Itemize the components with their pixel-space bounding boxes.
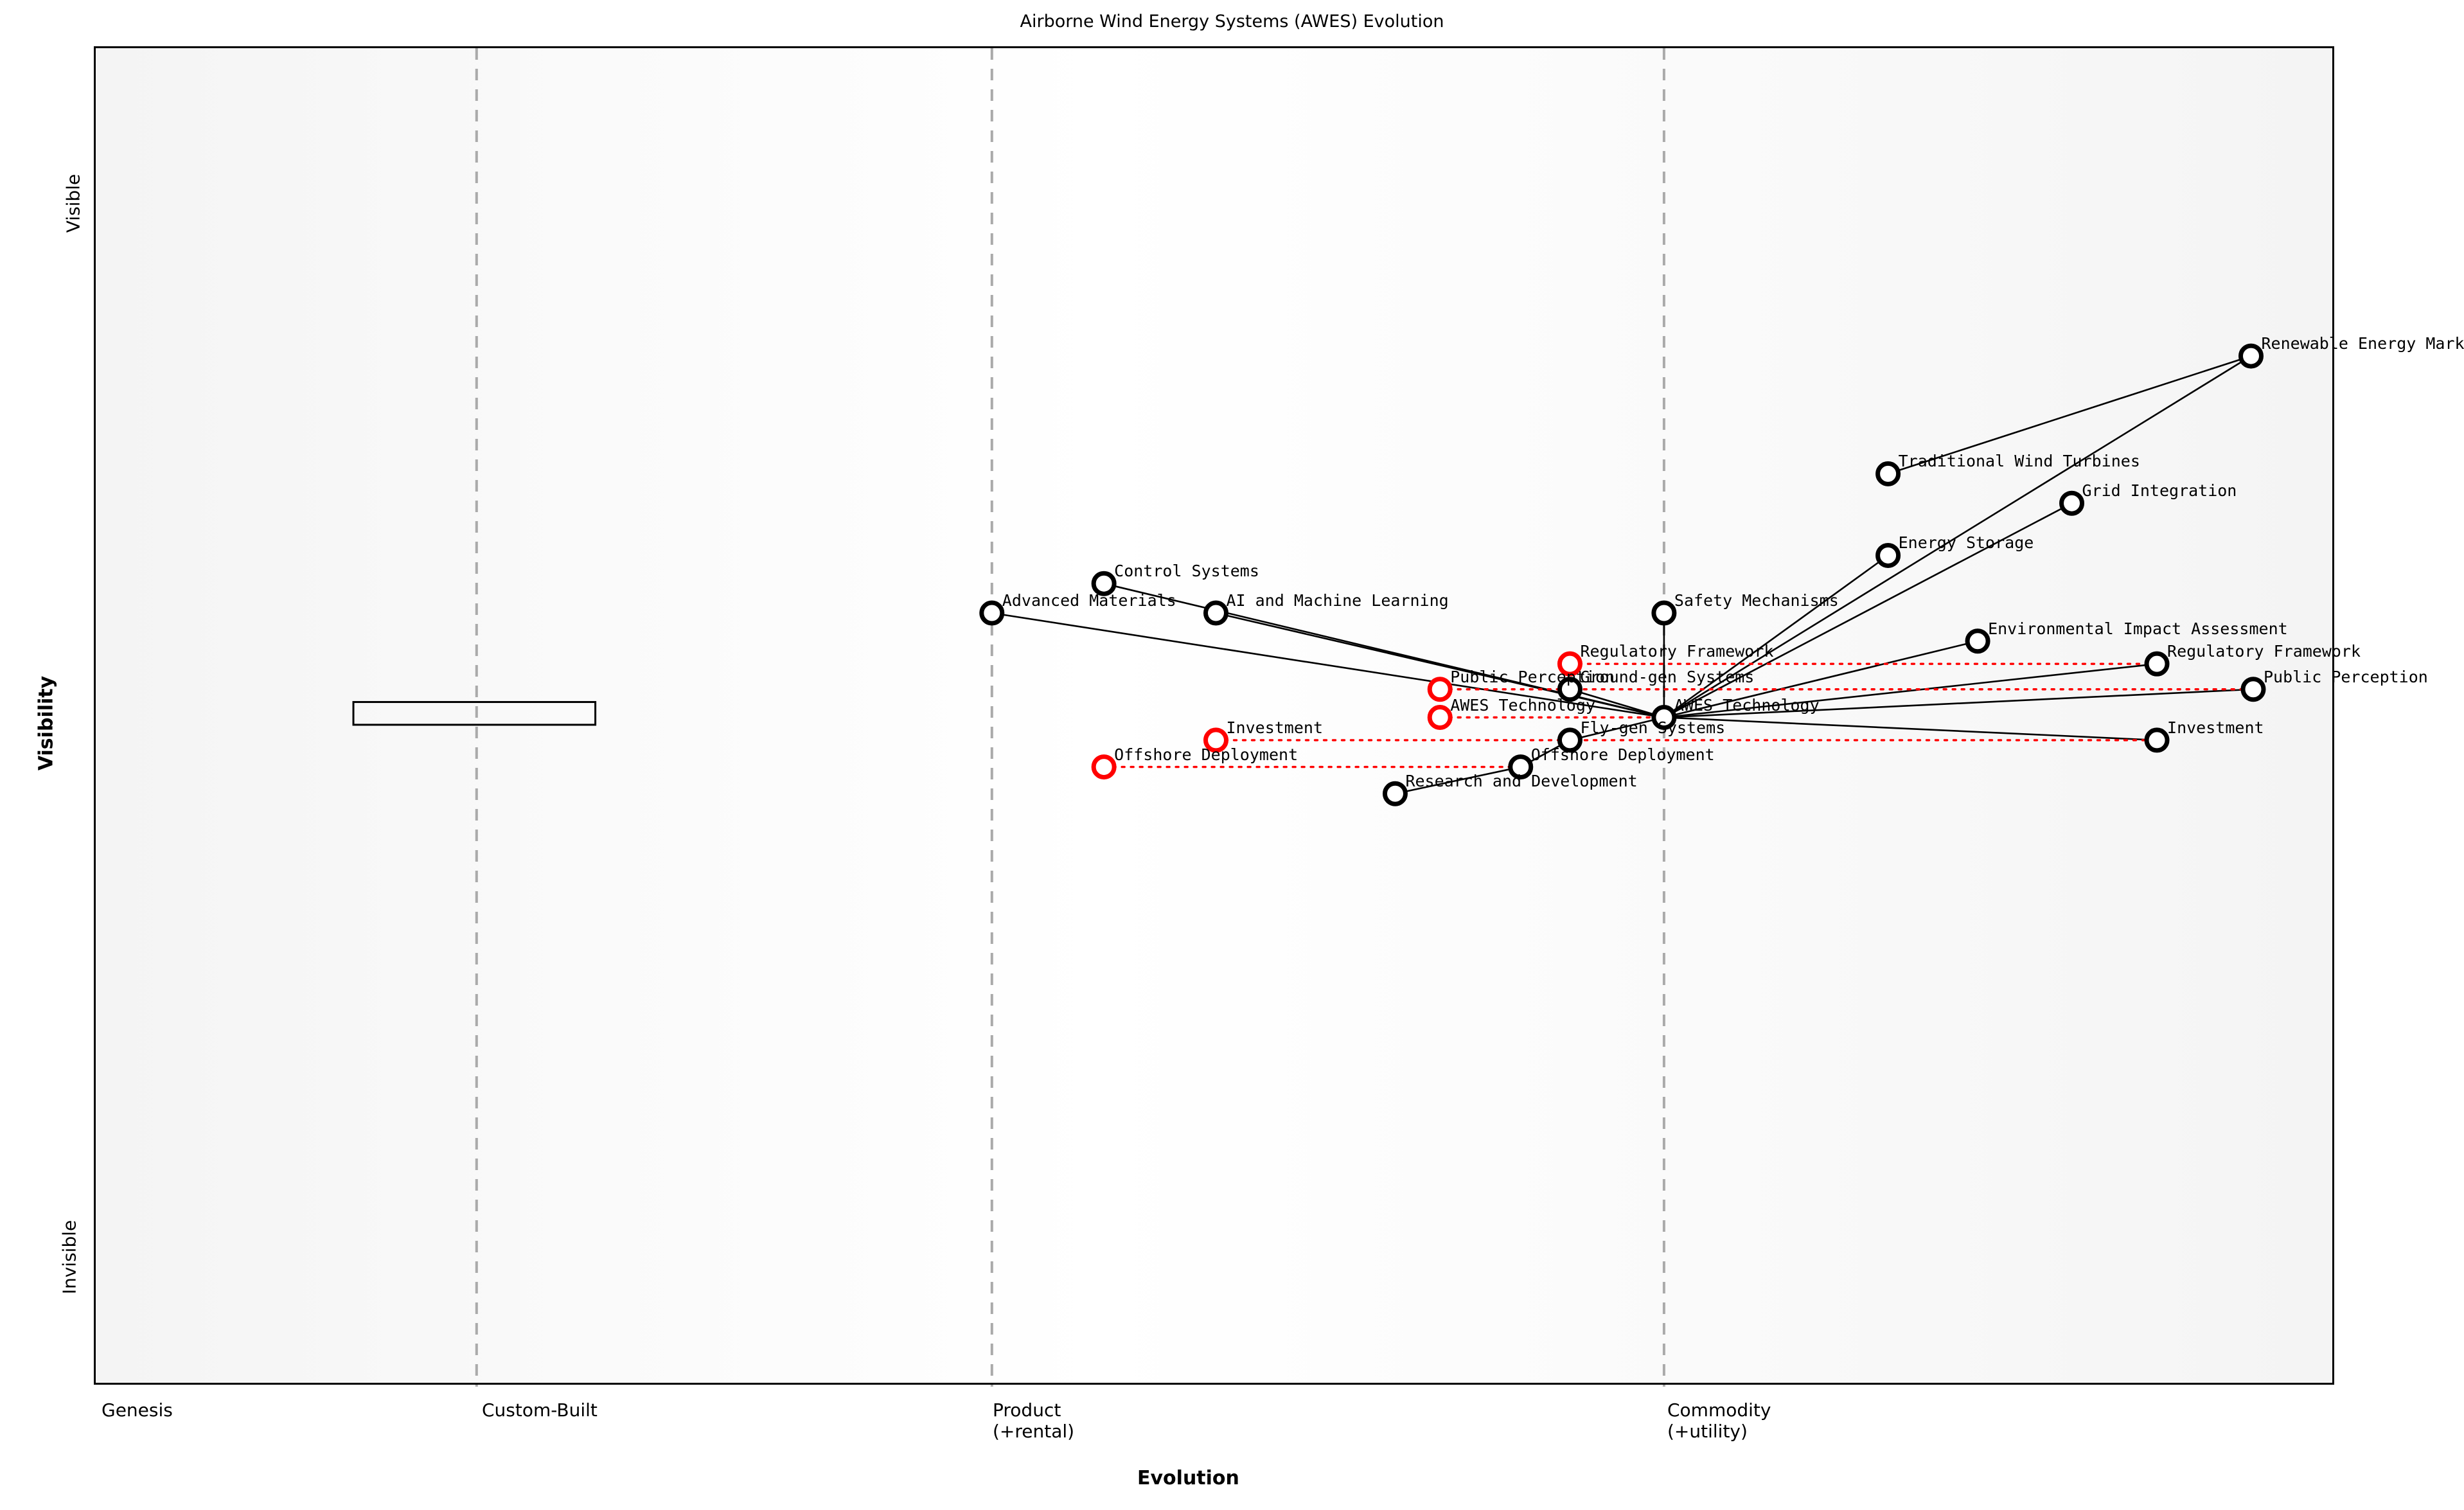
- map-node-label: Ground-gen Systems: [1580, 667, 1755, 686]
- evolution-marker-label: Public Perception: [1450, 667, 1615, 686]
- map-node-label: Public Perception: [2263, 667, 2428, 686]
- link-7: [1663, 355, 2252, 718]
- link-1: [991, 612, 1665, 718]
- x-tick-commodity: Commodity (+utility): [1667, 1399, 1771, 1443]
- y-axis-title: Visibility: [35, 675, 58, 771]
- link-13: [1570, 716, 1665, 742]
- map-node[interactable]: [1651, 600, 1677, 626]
- link-11: [1663, 688, 2254, 718]
- map-node[interactable]: [2144, 727, 2170, 753]
- annotation-box-0[interactable]: [352, 701, 597, 726]
- evolution-markers-group: [1091, 651, 1582, 780]
- map-node-label: AWES Technology: [1674, 695, 1820, 715]
- map-node[interactable]: [1875, 542, 1901, 568]
- link-12: [1663, 716, 2158, 742]
- map-node-label: AI and Machine Learning: [1226, 591, 1449, 610]
- map-node-label: Research and Development: [1405, 772, 1638, 791]
- map-node-label: Energy Storage: [1898, 533, 2034, 553]
- evolution-marker[interactable]: [1427, 677, 1453, 702]
- y-tick-visible: Visible: [62, 173, 84, 233]
- map-node[interactable]: [2238, 343, 2264, 369]
- map-node[interactable]: [2059, 490, 2085, 516]
- link-5: [1663, 555, 1889, 718]
- evolution-marker[interactable]: [1091, 754, 1117, 780]
- map-node-label: Investment: [2167, 718, 2264, 737]
- evolution-marker[interactable]: [1557, 651, 1582, 677]
- map-node-label: Regulatory Framework: [2167, 642, 2361, 661]
- map-node-label: Environmental Impact Assessment: [1988, 619, 2288, 638]
- x-axis-title: Evolution: [1137, 1467, 1239, 1489]
- nodes-group: [979, 343, 2266, 806]
- links-group: [991, 355, 2254, 795]
- evolution-marker[interactable]: [1203, 727, 1228, 753]
- page-title: Airborne Wind Energy Systems (AWES) Evol…: [1020, 12, 1444, 31]
- evolution-marker[interactable]: [1427, 705, 1453, 730]
- map-node-label: Grid Integration: [2082, 481, 2237, 501]
- map-node-label: Offshore Deployment: [1530, 745, 1715, 764]
- evolution-marker-label: Investment: [1226, 718, 1324, 737]
- x-tick-custom-built: Custom-Built: [482, 1399, 598, 1421]
- map-node[interactable]: [1508, 754, 1534, 780]
- link-6: [1663, 502, 2073, 718]
- plot-area: Regulatory Framework Public Perception AWE…: [94, 46, 2464, 1387]
- x-tick-product: Product (+rental): [993, 1399, 1075, 1443]
- y-tick-invisible: Invisible: [58, 1220, 80, 1295]
- link-3: [1570, 688, 1665, 718]
- map-node[interactable]: [1091, 571, 1117, 596]
- link-2: [1216, 612, 1665, 718]
- wardley-map-canvas: [352, 48, 2266, 1387]
- x-tick-genesis: Genesis: [102, 1399, 173, 1421]
- link-15: [1395, 766, 1521, 795]
- map-node[interactable]: [1651, 705, 1677, 730]
- map-node[interactable]: [1557, 727, 1582, 753]
- evolution-marker-label: AWES Technology: [1450, 695, 1595, 715]
- annotation-boxes-group: [352, 701, 597, 726]
- link-9: [1663, 640, 1978, 718]
- evolution-marker-label: Offshore Deployment: [1114, 745, 1298, 764]
- map-node[interactable]: [1875, 461, 1901, 486]
- map-node-label: Fly-gen Systems: [1580, 718, 1726, 737]
- map-node[interactable]: [2144, 651, 2170, 677]
- link-8: [1888, 355, 2251, 475]
- map-node-label: Control Systems: [1114, 562, 1259, 581]
- map-node[interactable]: [1965, 628, 1990, 654]
- map-node-label: Safety Mechanisms: [1674, 591, 1839, 610]
- map-node[interactable]: [1203, 600, 1228, 626]
- map-node[interactable]: [2240, 677, 2266, 702]
- map-node-label: Renewable Energy Market: [2261, 334, 2464, 353]
- map-node-label: Traditional Wind Turbines: [1898, 452, 2140, 471]
- map-node[interactable]: [979, 600, 1005, 626]
- map-node[interactable]: [1557, 677, 1582, 702]
- evolution-marker-label: Regulatory Framework: [1580, 642, 1774, 661]
- link-10: [1663, 662, 2158, 718]
- map-node-label: Advanced Materials: [1002, 591, 1176, 610]
- map-node[interactable]: [1382, 781, 1408, 806]
